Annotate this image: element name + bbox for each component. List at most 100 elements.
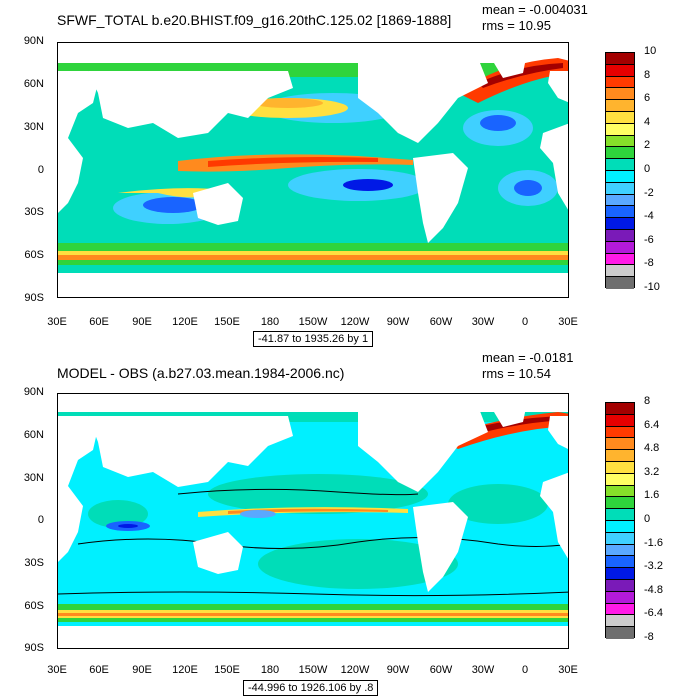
lon-label: 0: [521, 664, 529, 676]
lon-label: 120E: [172, 316, 198, 328]
colorbar-swatch: [606, 462, 634, 474]
colorbar-swatch: [606, 159, 634, 171]
colorbar-swatch: [606, 171, 634, 183]
lon-label: 150E: [214, 664, 240, 676]
lon-label: 30E: [558, 316, 578, 328]
colorbar-swatch: [606, 253, 634, 266]
lat-label-30n: 30N: [23, 472, 44, 484]
colorbar-label: 8: [644, 395, 651, 407]
colorbar-swatch: [606, 615, 634, 628]
colorbar-swatch: [606, 627, 634, 639]
plot-title: SFWF_TOTAL b.e20.BHIST.f09_g16.20thC.125…: [57, 12, 452, 28]
lon-label: 120E: [172, 664, 198, 676]
map-plot-area: [57, 42, 569, 298]
colorbar-swatch: [606, 414, 634, 427]
lon-label: 150E: [214, 316, 240, 328]
lon-label: 0: [521, 316, 529, 328]
lon-label: 120W: [340, 664, 370, 676]
colorbar: [605, 402, 635, 639]
colorbar-label: -4.8: [644, 583, 663, 596]
colorbar-swatch: [606, 206, 634, 219]
lon-label: 120W: [340, 316, 370, 328]
colorbar-swatch: [606, 76, 634, 89]
colorbar-label: 10: [644, 45, 657, 57]
map-field: [58, 394, 568, 648]
lon-label: 180: [260, 664, 280, 676]
map-plot-area: [57, 393, 569, 649]
colorbar-label: -3.2: [644, 560, 663, 573]
lat-label-30s: 30S: [24, 206, 44, 218]
rms-value: rms = 10.54: [482, 366, 552, 381]
colorbar-swatch: [606, 509, 634, 521]
colorbar-swatch: [606, 568, 634, 580]
lat-label-30n: 30N: [23, 121, 44, 133]
colorbar-swatch: [606, 218, 634, 230]
colorbar-swatch: [606, 135, 634, 148]
lon-label: 90W: [386, 664, 410, 676]
colorbar-label: 6: [644, 92, 651, 105]
colorbar-label: 4.8: [644, 442, 660, 455]
colorbar-swatch: [606, 603, 634, 616]
colorbar-swatch: [606, 230, 634, 242]
lon-label: 60W: [429, 316, 453, 328]
colorbar: [605, 52, 635, 289]
lon-label: 90E: [132, 664, 152, 676]
colorbar-swatch: [606, 182, 634, 195]
colorbar-swatch: [606, 450, 634, 462]
colorbar-swatch: [606, 473, 634, 486]
colorbar-swatch: [606, 591, 634, 604]
lat-label-60s: 60S: [24, 249, 44, 261]
contour-range-label: -44.996 to 1926.106 by .8: [243, 680, 379, 696]
lat-label-60s: 60S: [24, 600, 44, 612]
colorbar-swatch: [606, 485, 634, 498]
colorbar-label: -4: [644, 210, 654, 223]
contour-range-label: -41.87 to 1935.26 by 1: [253, 331, 374, 347]
colorbar-swatch: [606, 438, 634, 451]
colorbar-swatch: [606, 497, 634, 510]
lat-label-90s: 90S: [24, 642, 44, 654]
map-panel-top: SFWF_TOTAL b.e20.BHIST.f09_g16.20thC.125…: [23, 2, 660, 347]
colorbar-label: -1.6: [644, 536, 663, 549]
map-field: [58, 43, 568, 297]
colorbar-swatch: [606, 544, 634, 557]
colorbar-label: 6.4: [644, 418, 660, 431]
colorbar-swatch: [606, 532, 634, 545]
colorbar-label: -6: [644, 233, 654, 246]
colorbar-label: -2: [644, 186, 654, 199]
lon-label: 30E: [47, 664, 67, 676]
colorbar-label: 4: [644, 115, 651, 128]
lat-label-eq: 0: [37, 164, 44, 176]
mean-value: mean = -0.004031: [482, 2, 588, 17]
colorbar-swatch: [606, 147, 634, 160]
plot-title: MODEL - OBS (a.b27.03.mean.1984-2006.nc): [57, 365, 345, 381]
colorbar-swatch: [606, 580, 634, 592]
lon-label: 150W: [298, 664, 328, 676]
lat-label-90s: 90S: [24, 292, 44, 304]
lon-label: 60E: [89, 316, 109, 328]
colorbar-swatch: [606, 556, 634, 569]
colorbar-swatch: [606, 403, 634, 415]
colorbar-label: 2: [644, 139, 651, 152]
lat-label-90n: 90N: [23, 386, 44, 398]
colorbar-swatch: [606, 64, 634, 77]
colorbar-label: 3.2: [644, 465, 660, 478]
colorbar-swatch: [606, 277, 634, 289]
lat-label-30s: 30S: [24, 557, 44, 569]
lon-label: 30W: [471, 316, 495, 328]
colorbar-label: -8: [644, 631, 654, 643]
map-panel-bottom: MODEL - OBS (a.b27.03.mean.1984-2006.nc)…: [0, 350, 700, 700]
lon-label: 150W: [298, 316, 328, 328]
lat-label-eq: 0: [37, 514, 44, 526]
colorbar-label: 1.6: [644, 489, 660, 502]
colorbar-label: 0: [644, 163, 651, 175]
mean-value: mean = -0.0181: [482, 350, 574, 365]
colorbar-swatch: [606, 88, 634, 101]
colorbar-swatch: [606, 112, 634, 124]
colorbar-swatch: [606, 241, 634, 254]
colorbar-label: -8: [644, 257, 654, 270]
colorbar-swatch: [606, 426, 634, 439]
lon-label: 90E: [132, 316, 152, 328]
colorbar-label: 0: [644, 513, 651, 525]
rms-value: rms = 10.95: [482, 18, 552, 33]
colorbar-swatch: [606, 194, 634, 207]
